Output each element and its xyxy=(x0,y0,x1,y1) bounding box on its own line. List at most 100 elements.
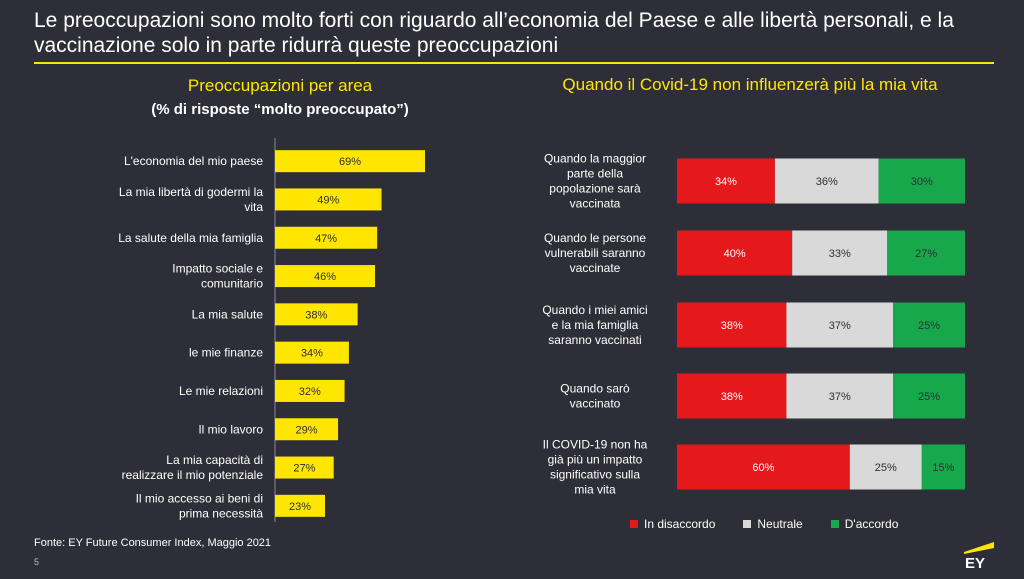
statement-category-line: Quando i miei amici xyxy=(542,303,647,317)
concern-category-line: realizzare il mio potenziale xyxy=(122,468,264,482)
concern-bar xyxy=(275,341,349,364)
concern-value-label: 32% xyxy=(299,386,321,398)
legend-label-agree: D'accordo xyxy=(844,517,899,531)
agree-segment-label: 25% xyxy=(918,320,940,332)
agree-segment-label: 27% xyxy=(915,248,937,260)
concern-bar xyxy=(275,494,325,517)
ey-logo: EY xyxy=(964,542,994,570)
concern-category-line: L'economia del mio paese xyxy=(124,154,263,168)
legend-swatch-agree xyxy=(830,520,839,528)
concern-category-label: Impatto sociale e comunitario xyxy=(172,262,263,291)
disagree-segment-label: 34% xyxy=(715,176,737,188)
neutral-segment-label: 36% xyxy=(816,176,838,188)
neutral-segment xyxy=(774,158,879,204)
agree-segment xyxy=(878,158,965,204)
neutral-segment-label: 37% xyxy=(829,391,851,403)
legend-item-neutral: Neutrale xyxy=(743,517,803,531)
legend-item-agree: D'accordo xyxy=(830,517,899,531)
concern-value-label: 38% xyxy=(305,309,327,321)
concern-category-label: La mia libertà di godermi la vita xyxy=(119,185,263,214)
concern-value-label: 47% xyxy=(315,233,337,245)
concern-value-label: 23% xyxy=(289,501,311,513)
neutral-segment xyxy=(849,444,922,490)
disagree-segment-label: 60% xyxy=(752,462,774,474)
neutral-segment xyxy=(792,230,888,276)
neutral-segment-label: 25% xyxy=(875,462,897,474)
legend-swatch-disagree xyxy=(630,520,638,528)
concern-category-label: La salute della mia famiglia xyxy=(118,231,263,245)
statement-category-label: Il COVID-19 non ha già più un impatto sign… xyxy=(543,438,648,497)
agree-segment xyxy=(887,230,965,276)
concern-category-label: Il mio lavoro xyxy=(198,422,263,436)
neutral-segment xyxy=(786,302,893,348)
statement-category-line: Quando le persone xyxy=(544,231,646,245)
disagree-segment xyxy=(677,373,787,419)
disagree-segment xyxy=(677,444,850,490)
statement-category-label: Quando la maggior parte della popolazione … xyxy=(544,152,646,211)
concern-category-line: La mia capacità di xyxy=(166,453,263,467)
neutral-segment-label: 33% xyxy=(829,248,851,260)
ey-logo-beam xyxy=(964,542,994,554)
statement-category-line: significativo sulla xyxy=(550,468,640,482)
concern-category-label: le mie finanze xyxy=(189,346,263,360)
agree-segment-label: 15% xyxy=(932,462,954,474)
concern-value-label: 69% xyxy=(339,156,361,168)
concern-value-label: 27% xyxy=(293,463,315,475)
concern-bar xyxy=(275,418,339,441)
concern-category-line: La mia salute xyxy=(192,307,264,321)
concern-bar xyxy=(275,456,334,479)
concern-category-label: La mia capacità di realizzare il mio pote… xyxy=(122,453,264,482)
statement-category-line: Quando la maggior xyxy=(544,152,646,166)
statement-category-label: Quando sarò vaccinato xyxy=(560,382,630,411)
page-title: Le preoccupazioni sono molto forti con r… xyxy=(34,9,954,57)
statement-category-line: vulnerabili saranno xyxy=(545,246,646,260)
concern-bar xyxy=(275,265,375,288)
left-chart-title: Preoccupazioni per area xyxy=(187,76,373,95)
neutral-segment xyxy=(786,373,893,419)
agree-segment xyxy=(893,302,965,348)
legend-label-disagree: In disaccordo xyxy=(644,517,716,531)
concern-category-line: Impatto sociale e xyxy=(172,262,263,276)
disagree-segment-label: 38% xyxy=(721,391,743,403)
concern-category-label: Le mie relazioni xyxy=(179,384,263,398)
disagree-segment xyxy=(677,158,775,204)
statement-category-line: mia vita xyxy=(574,483,616,497)
ey-logo-text: EY xyxy=(965,555,985,570)
right-chart-legend: In disaccordo Neutrale D'accordo xyxy=(630,517,898,531)
source-note: Fonte: EY Future Consumer Index, Maggio … xyxy=(34,537,272,549)
statement-category-line: parte della xyxy=(567,167,623,181)
statement-category-line: Il COVID-19 non ha xyxy=(543,438,648,452)
concerns-bar-chart: 69% L'economia del mio paese 49% La mia lib… xyxy=(118,138,425,522)
concern-bar xyxy=(275,150,425,173)
concern-category-label: La mia salute xyxy=(192,307,264,321)
disagree-segment xyxy=(677,302,787,348)
page-number: 5 xyxy=(34,557,40,567)
concern-category-line: La mia libertà di godermi la xyxy=(119,185,263,199)
concern-bar xyxy=(275,226,378,249)
statement-category-line: e la mia famiglia xyxy=(552,318,639,332)
concern-category-label: Il mio accesso ai beni di prima necessità xyxy=(136,491,264,520)
covid-stacked-bar-chart: 34% 36% 30% Quando la maggior parte della pop… xyxy=(542,152,965,497)
concern-category-line: Il mio accesso ai beni di xyxy=(136,491,263,505)
concern-category-line: La salute della mia famiglia xyxy=(118,231,263,245)
statement-category-line: popolazione sarà xyxy=(549,182,641,196)
concern-bar xyxy=(275,379,345,402)
agree-segment-label: 25% xyxy=(918,391,940,403)
legend-item-disagree: In disaccordo xyxy=(630,517,715,531)
agree-segment xyxy=(921,444,965,490)
concern-bar xyxy=(275,188,382,211)
statement-category-label: Quando i miei amici e la mia famiglia sara… xyxy=(542,303,647,347)
neutral-segment-label: 37% xyxy=(829,320,851,332)
concern-bar xyxy=(275,303,358,326)
statement-category-line: Quando sarò xyxy=(560,382,630,396)
concern-category-line: vita xyxy=(244,200,263,214)
statement-category-label: Quando le persone vulnerabili saranno vacc… xyxy=(544,231,646,275)
concern-category-line: Le mie relazioni xyxy=(179,384,263,398)
concern-category-line: prima necessità xyxy=(179,506,263,520)
agree-segment-label: 30% xyxy=(911,176,933,188)
left-chart-subtitle: (% di risposte “molto preoccupato”) xyxy=(151,101,409,118)
concern-category-line: le mie finanze xyxy=(189,346,263,360)
disagree-segment-label: 40% xyxy=(724,248,746,260)
agree-segment xyxy=(893,373,965,419)
title-divider xyxy=(34,62,994,64)
